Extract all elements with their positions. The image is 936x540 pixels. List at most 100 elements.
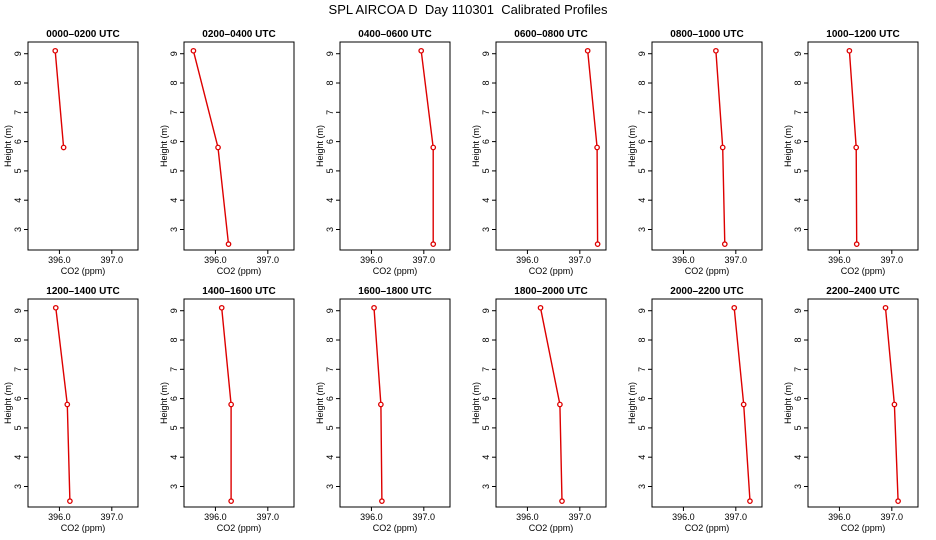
- x-axis-label: CO2 (ppm): [61, 523, 106, 533]
- y-tick-label: 4: [793, 198, 803, 203]
- panel-7: 1200–1400 UTC 396.0 397.0 3 4 5 6 7 8 9 CO2 (ppm) H…: [3, 286, 139, 533]
- y-tick-label: 5: [325, 425, 335, 430]
- y-axis-label: Height (m): [3, 382, 13, 424]
- data-point: [559, 498, 565, 504]
- data-point: [719, 144, 726, 151]
- plot-frame: [339, 41, 451, 251]
- y-tick-label: 3: [13, 484, 23, 489]
- x-tick-label: 397.0: [257, 255, 280, 265]
- x-tick-label: 397.0: [413, 512, 436, 522]
- y-tick-label: 7: [169, 110, 179, 115]
- data-point: [379, 498, 385, 504]
- data-point: [846, 47, 853, 54]
- data-point: [853, 241, 860, 247]
- y-tick-label: 8: [793, 338, 803, 343]
- panel-9: 1600–1800 UTC 396.0 397.0 3 4 5 6 7 8 9 CO2 (ppm) H…: [315, 286, 451, 533]
- data-point: [215, 144, 221, 151]
- panel-title: 1000–1200 UTC: [826, 29, 899, 40]
- data-point: [52, 47, 59, 54]
- y-tick-label: 4: [169, 455, 179, 460]
- y-tick-label: 3: [793, 484, 803, 489]
- y-tick-label: 3: [793, 227, 803, 232]
- plot-frame: [651, 298, 763, 508]
- x-tick-label: 396.0: [828, 255, 851, 265]
- y-tick-label: 5: [793, 168, 803, 173]
- y-tick-label: 9: [637, 51, 647, 56]
- y-axis-label: Height (m): [471, 382, 481, 424]
- panel-12: 2200–2400 UTC 396.0 397.0 3 4 5 6 7 8 9 CO2 (ppm) H…: [783, 286, 919, 533]
- panel-1: 0000–0200 UTC 396.0 397.0 3 4 5 6 7 8 9 CO2 (ppm) H…: [3, 29, 139, 276]
- y-tick-label: 3: [325, 484, 335, 489]
- x-tick-label: 397.0: [725, 255, 748, 265]
- data-point: [853, 144, 860, 151]
- data-point: [228, 498, 234, 504]
- plot-frame: [27, 41, 139, 251]
- y-axis-label: Height (m): [315, 382, 325, 424]
- plot-frame: [183, 298, 295, 508]
- y-tick-label: 6: [169, 139, 179, 144]
- data-point: [64, 401, 71, 408]
- y-tick-label: 9: [13, 308, 23, 313]
- panel-6: 1000–1200 UTC 396.0 397.0 3 4 5 6 7 8 9 CO2 (ppm) H…: [783, 29, 919, 276]
- x-axis-label: CO2 (ppm): [685, 523, 730, 533]
- y-tick-label: 7: [481, 110, 491, 115]
- data-point: [594, 144, 600, 151]
- y-tick-label: 7: [325, 110, 335, 115]
- panel-10: 1800–2000 UTC 396.0 397.0 3 4 5 6 7 8 9 CO2 (ppm) H…: [471, 286, 607, 533]
- y-tick-label: 6: [325, 139, 335, 144]
- x-tick-label: 396.0: [516, 255, 539, 265]
- x-tick-label: 397.0: [881, 512, 904, 522]
- data-point: [557, 401, 563, 408]
- y-tick-label: 5: [481, 168, 491, 173]
- y-tick-label: 3: [637, 227, 647, 232]
- panel-5: 0800–1000 UTC 396.0 397.0 3 4 5 6 7 8 9 CO2 (ppm) H…: [627, 29, 763, 276]
- y-tick-label: 3: [325, 227, 335, 232]
- x-tick-label: 396.0: [360, 512, 383, 522]
- x-tick-label: 396.0: [204, 255, 227, 265]
- y-tick-label: 6: [169, 396, 179, 401]
- y-tick-label: 5: [637, 425, 647, 430]
- y-tick-label: 8: [13, 81, 23, 86]
- panel-title: 0800–1000 UTC: [670, 29, 743, 40]
- data-point: [721, 241, 728, 247]
- plot-frame: [339, 298, 451, 508]
- x-axis-label: CO2 (ppm): [529, 266, 574, 276]
- y-tick-label: 8: [793, 81, 803, 86]
- y-tick-label: 7: [13, 110, 23, 115]
- x-axis-label: CO2 (ppm): [841, 523, 886, 533]
- y-tick-label: 4: [13, 198, 23, 203]
- x-tick-label: 397.0: [101, 512, 124, 522]
- y-tick-label: 9: [169, 51, 179, 56]
- x-axis-label: CO2 (ppm): [373, 266, 418, 276]
- panel-title: 1400–1600 UTC: [202, 286, 275, 297]
- y-tick-label: 5: [637, 168, 647, 173]
- y-tick-label: 8: [481, 338, 491, 343]
- figure-title: SPL AIRCOA D Day 110301 Calibrated Profi…: [329, 2, 608, 17]
- data-point: [67, 498, 73, 504]
- y-axis-label: Height (m): [627, 382, 637, 424]
- data-point: [430, 241, 437, 247]
- panel-title: 0600–0800 UTC: [514, 29, 587, 40]
- y-tick-label: 3: [169, 484, 179, 489]
- y-axis-label: Height (m): [159, 382, 169, 424]
- y-tick-label: 9: [481, 308, 491, 313]
- x-tick-label: 396.0: [48, 255, 71, 265]
- x-tick-label: 396.0: [516, 512, 539, 522]
- y-tick-label: 6: [637, 139, 647, 144]
- y-tick-label: 7: [13, 367, 23, 372]
- y-tick-label: 4: [481, 455, 491, 460]
- x-tick-label: 397.0: [569, 255, 592, 265]
- plot-frame: [807, 298, 919, 508]
- plot-frame: [495, 41, 607, 251]
- data-point: [584, 47, 591, 54]
- y-tick-label: 7: [637, 110, 647, 115]
- data-point: [891, 401, 898, 408]
- x-axis-label: CO2 (ppm): [373, 523, 418, 533]
- panel-title: 0400–0600 UTC: [358, 29, 431, 40]
- y-tick-label: 5: [793, 425, 803, 430]
- y-axis-label: Height (m): [471, 125, 481, 167]
- y-tick-label: 6: [13, 396, 23, 401]
- x-tick-label: 397.0: [569, 512, 592, 522]
- y-tick-label: 8: [637, 81, 647, 86]
- x-tick-label: 396.0: [204, 512, 227, 522]
